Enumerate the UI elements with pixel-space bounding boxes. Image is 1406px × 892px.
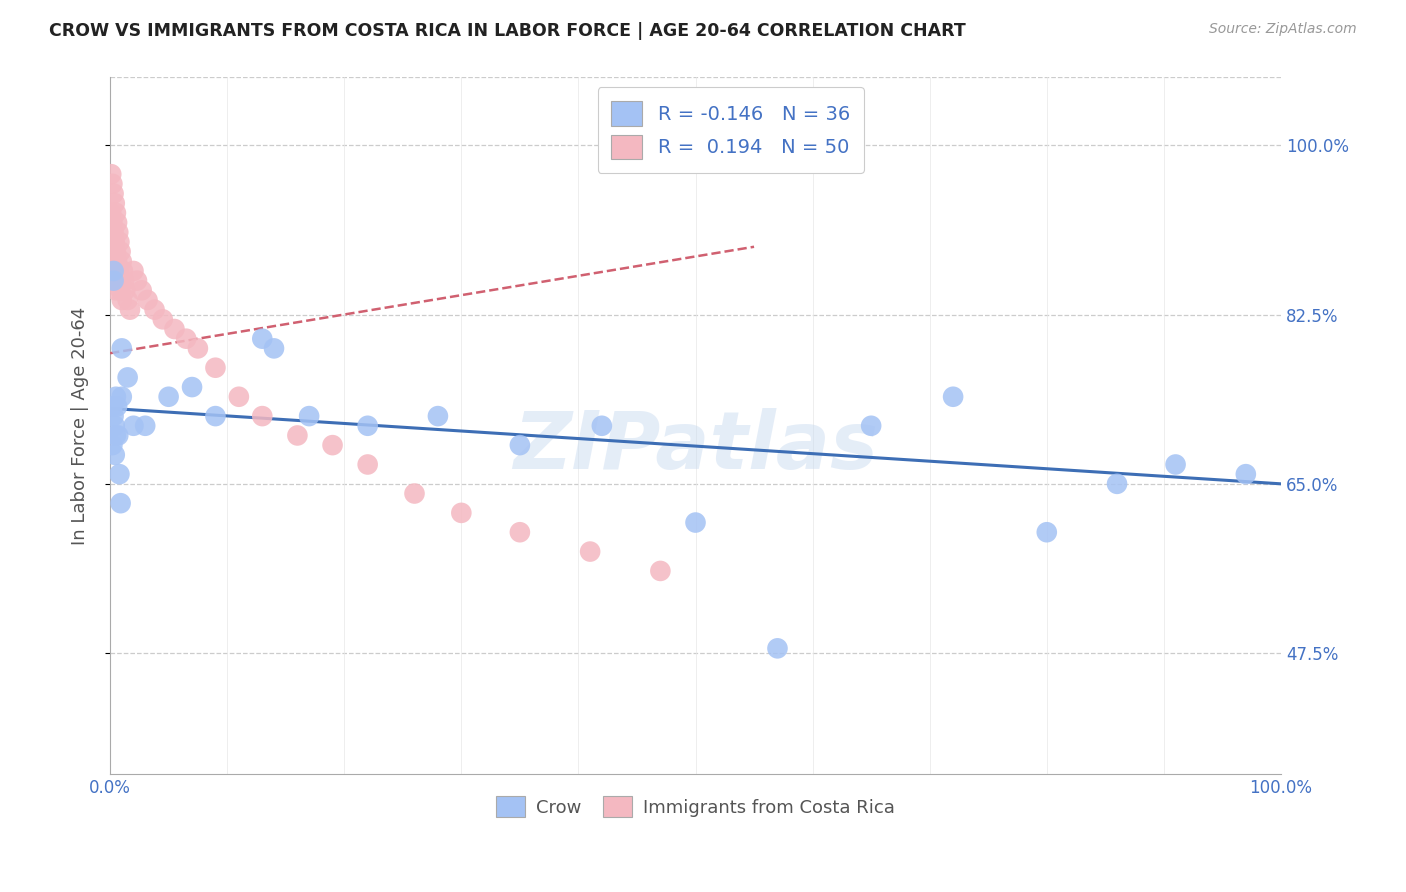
Point bbox=[163, 322, 186, 336]
Point bbox=[103, 225, 125, 239]
Point bbox=[101, 400, 124, 414]
Point bbox=[104, 244, 127, 259]
Point bbox=[136, 293, 159, 307]
Text: CROW VS IMMIGRANTS FROM COSTA RICA IN LABOR FORCE | AGE 20-64 CORRELATION CHART: CROW VS IMMIGRANTS FROM COSTA RICA IN LA… bbox=[49, 22, 966, 40]
Point bbox=[103, 264, 125, 278]
Point bbox=[685, 516, 707, 530]
Point bbox=[112, 274, 135, 288]
Point bbox=[104, 235, 127, 249]
Point bbox=[122, 418, 145, 433]
Point bbox=[110, 283, 132, 297]
Point bbox=[356, 458, 378, 472]
Point bbox=[426, 409, 449, 423]
Point bbox=[1234, 467, 1257, 482]
Point bbox=[650, 564, 672, 578]
Point bbox=[287, 428, 309, 442]
Point bbox=[103, 264, 125, 278]
Point bbox=[104, 196, 127, 211]
Y-axis label: In Labor Force | Age 20-64: In Labor Force | Age 20-64 bbox=[72, 307, 89, 545]
Point bbox=[104, 274, 127, 288]
Point bbox=[356, 418, 378, 433]
Point bbox=[104, 283, 127, 297]
Point bbox=[103, 274, 125, 288]
Point bbox=[131, 283, 153, 297]
Point bbox=[252, 409, 274, 423]
Point bbox=[108, 467, 131, 482]
Point bbox=[101, 254, 124, 268]
Point bbox=[134, 418, 156, 433]
Point bbox=[101, 216, 124, 230]
Point bbox=[174, 332, 197, 346]
Point bbox=[103, 409, 125, 423]
Point bbox=[108, 235, 131, 249]
Point bbox=[942, 390, 965, 404]
Point bbox=[105, 254, 128, 268]
Text: Source: ZipAtlas.com: Source: ZipAtlas.com bbox=[1209, 22, 1357, 37]
Point bbox=[509, 438, 531, 452]
Point bbox=[107, 428, 129, 442]
Point bbox=[105, 216, 128, 230]
Point bbox=[187, 342, 209, 356]
Point bbox=[143, 302, 166, 317]
Point bbox=[1105, 476, 1128, 491]
Point bbox=[117, 293, 139, 307]
Point bbox=[104, 418, 127, 433]
Point bbox=[100, 244, 122, 259]
Point bbox=[104, 448, 127, 462]
Point bbox=[450, 506, 472, 520]
Point bbox=[204, 409, 226, 423]
Point bbox=[591, 418, 613, 433]
Point bbox=[122, 264, 145, 278]
Point bbox=[111, 293, 134, 307]
Point bbox=[860, 418, 883, 433]
Point bbox=[100, 206, 122, 220]
Point bbox=[101, 177, 124, 191]
Point bbox=[509, 525, 531, 540]
Point bbox=[111, 254, 134, 268]
Point bbox=[111, 264, 134, 278]
Point bbox=[1164, 458, 1187, 472]
Point bbox=[204, 360, 226, 375]
Point bbox=[118, 302, 141, 317]
Point bbox=[111, 390, 134, 404]
Point bbox=[579, 544, 602, 558]
Legend: Crow, Immigrants from Costa Rica: Crow, Immigrants from Costa Rica bbox=[489, 789, 901, 824]
Point bbox=[228, 390, 250, 404]
Point bbox=[107, 264, 129, 278]
Point bbox=[1036, 525, 1059, 540]
Point bbox=[103, 186, 125, 201]
Point bbox=[322, 438, 344, 452]
Point bbox=[157, 390, 180, 404]
Point bbox=[404, 486, 426, 500]
Point bbox=[117, 370, 139, 384]
Point bbox=[108, 274, 131, 288]
Point bbox=[104, 428, 127, 442]
Text: ZIPatlas: ZIPatlas bbox=[513, 408, 877, 485]
Point bbox=[111, 342, 134, 356]
Point bbox=[107, 225, 129, 239]
Point bbox=[766, 641, 789, 656]
Point bbox=[100, 167, 122, 181]
Point bbox=[152, 312, 174, 326]
Point bbox=[101, 438, 124, 452]
Point bbox=[125, 274, 148, 288]
Point bbox=[110, 496, 132, 510]
Point bbox=[104, 390, 127, 404]
Point bbox=[181, 380, 204, 394]
Point bbox=[110, 244, 132, 259]
Point bbox=[114, 283, 136, 297]
Point bbox=[263, 342, 285, 356]
Point bbox=[104, 206, 127, 220]
Point bbox=[105, 400, 128, 414]
Point bbox=[298, 409, 321, 423]
Point bbox=[252, 332, 274, 346]
